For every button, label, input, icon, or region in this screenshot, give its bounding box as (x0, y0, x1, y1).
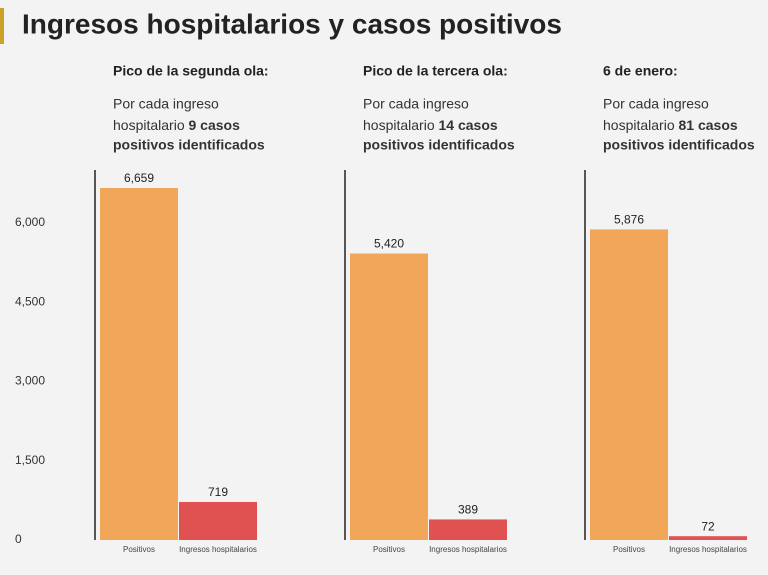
x-tick-label: Ingresos hospitalarios (179, 545, 257, 554)
y-tick-label: 6,000 (15, 215, 45, 229)
value-label: 6,659 (124, 171, 154, 185)
x-tick-label: Positivos (613, 545, 645, 554)
panel-note-bold: positivos identificados (113, 137, 265, 153)
panel-heading: Pico de la segunda ola: (113, 63, 269, 79)
panel-heading: Pico de la tercera ola: (363, 63, 508, 79)
value-label: 5,876 (614, 213, 644, 227)
value-label: 72 (701, 519, 715, 533)
bar (100, 188, 178, 540)
panel-note: Por cada ingreso (363, 96, 469, 112)
note-text: hospitalario (603, 117, 675, 133)
x-tick-label: Positivos (373, 545, 405, 554)
y-tick-label: 3,000 (15, 374, 45, 388)
bar (429, 519, 507, 540)
note-bold: 81 casos (679, 117, 738, 133)
panel-note-bold: positivos identificados (363, 137, 515, 153)
x-tick-label: Ingresos hospitalarios (429, 545, 507, 554)
panel-note-bold: positivos identificados (603, 137, 755, 153)
bar (590, 229, 668, 540)
note-text: hospitalario (363, 117, 435, 133)
note-text: hospitalario (113, 117, 185, 133)
panel-note: Por cada ingreso (603, 96, 709, 112)
bar (179, 501, 257, 540)
panel-note: hospitalario 81 casos (603, 117, 738, 133)
chart-title: Ingresos hospitalarios y casos positivos (22, 8, 562, 39)
value-label: 389 (458, 503, 478, 517)
value-label: 719 (208, 485, 228, 499)
y-tick-label: 4,500 (15, 294, 45, 308)
value-label: 5,420 (374, 237, 404, 251)
bar (669, 536, 747, 540)
panel-note: Por cada ingreso (113, 96, 219, 112)
note-bold: 9 casos (189, 117, 241, 133)
panel-heading: 6 de enero: (603, 63, 678, 79)
title-accent (0, 8, 4, 44)
x-tick-label: Positivos (123, 545, 155, 554)
y-tick-label: 1,500 (15, 453, 45, 467)
y-tick-label: 0 (15, 532, 22, 546)
panel-note: hospitalario 9 casos (113, 117, 240, 133)
note-bold: 14 casos (439, 117, 498, 133)
panel-note: hospitalario 14 casos (363, 117, 498, 133)
bar (350, 253, 428, 540)
x-tick-label: Ingresos hospitalarios (669, 545, 747, 554)
